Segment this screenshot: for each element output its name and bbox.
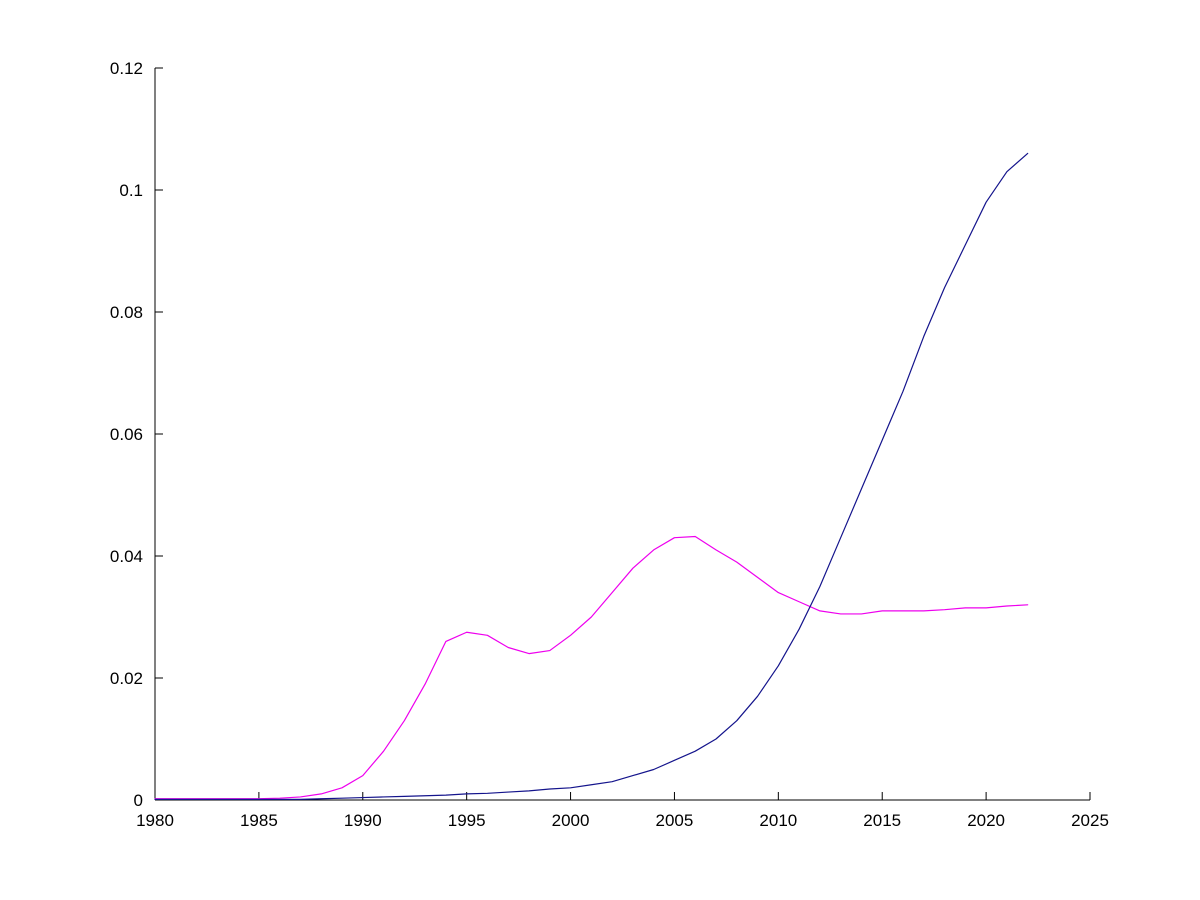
- x-tick-label: 2005: [656, 811, 694, 830]
- x-tick-label: 2025: [1071, 811, 1109, 830]
- y-tick-label: 0.04: [110, 547, 143, 566]
- series-magenta-line: [154, 535, 1029, 800]
- x-tick-label: 1990: [344, 811, 382, 830]
- y-tick-label: 0.12: [110, 59, 143, 78]
- x-tick-label: 2015: [863, 811, 901, 830]
- x-tick-label: 1980: [136, 811, 174, 830]
- y-tick-label: 0.1: [119, 181, 143, 200]
- y-tick-label: 0.02: [110, 669, 143, 688]
- x-tick-label: 2010: [759, 811, 797, 830]
- series-blue-line: [154, 152, 1029, 800]
- y-tick-label: 0.06: [110, 425, 143, 444]
- x-tick-label: 2020: [967, 811, 1005, 830]
- x-tick-label: 1985: [240, 811, 278, 830]
- x-tick-label: 2000: [552, 811, 590, 830]
- y-tick-label: 0.08: [110, 303, 143, 322]
- x-tick-label: 1995: [448, 811, 486, 830]
- y-tick-label: 0: [134, 791, 143, 810]
